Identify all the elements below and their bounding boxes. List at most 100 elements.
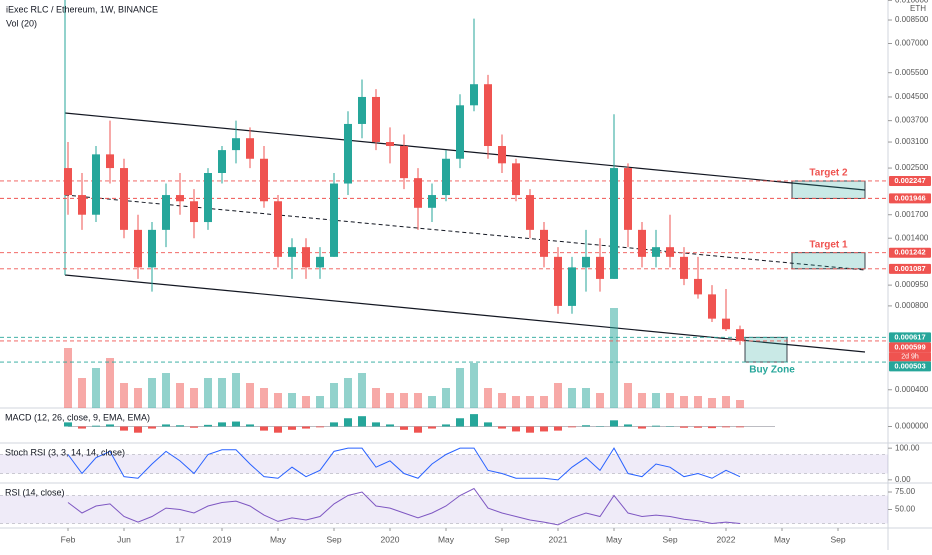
macd-bar [92, 426, 100, 427]
macd-bar [358, 416, 366, 426]
candle-body [176, 195, 184, 201]
candle-body [344, 124, 352, 184]
candle-body [694, 279, 702, 294]
x-tick-label: 2022 [717, 534, 736, 544]
candle-body [540, 230, 548, 257]
candle-body [162, 195, 170, 230]
macd-bar [246, 424, 254, 426]
macd-bar [134, 427, 142, 433]
macd-bar [582, 425, 590, 426]
macd-bar [652, 426, 660, 427]
currency: ETH [910, 4, 926, 13]
y-tick-label: 0.000400 [895, 385, 929, 394]
x-tick-label: Feb [61, 534, 76, 544]
candle-body [302, 247, 310, 267]
indicator-title: Stoch RSI (3, 3, 14, 14, close) [5, 447, 125, 457]
candle-body [526, 195, 534, 230]
volume-bar [372, 388, 380, 408]
volume-bar [92, 368, 100, 408]
candle-body [568, 267, 576, 306]
macd-bar [162, 424, 170, 426]
volume-bar [708, 398, 716, 408]
volume-bar [246, 383, 254, 408]
x-tick-label: 17 [175, 534, 185, 544]
candle-body [596, 257, 604, 279]
indicator-title: RSI (14, close) [5, 487, 65, 497]
candle-body [722, 319, 730, 330]
macd-bar [190, 427, 198, 428]
candle-body [204, 173, 212, 222]
candle-body [400, 146, 408, 178]
candle-body [736, 329, 744, 341]
indicator-tick-label: 0.00 [895, 475, 911, 484]
candle-body [260, 159, 268, 202]
volume-bar [274, 393, 282, 408]
x-tick-label: 2021 [549, 534, 568, 544]
volume-bar [442, 388, 450, 408]
candle-body [708, 294, 716, 318]
volume-bar [64, 348, 72, 408]
y-tick-label: 0.000800 [895, 301, 929, 310]
macd-bar [456, 418, 464, 426]
price-tag-label: 0.000503 [894, 361, 925, 370]
macd-bar [638, 427, 646, 429]
macd-bar [260, 427, 268, 431]
macd-bar [736, 427, 744, 428]
indicator-tick-label: 75.00 [895, 487, 916, 496]
candle-body [358, 97, 366, 124]
candle-body [64, 168, 72, 195]
candle-body [134, 230, 142, 268]
macd-bar [302, 427, 310, 429]
candle-body [288, 247, 296, 257]
volume-bar [414, 393, 422, 408]
macd-bar [414, 427, 422, 433]
price-tag-label: 0.001946 [894, 193, 925, 202]
macd-bar [148, 427, 156, 429]
chart-title: iExec RLC / Ethereum, 1W, BINANCE [6, 4, 158, 14]
volume-bar [344, 378, 352, 408]
candle-body [190, 201, 198, 222]
candle-body [638, 230, 646, 257]
macd-bar [540, 427, 548, 432]
volume-bar [680, 396, 688, 408]
candle-body [512, 163, 520, 195]
volume-bar [316, 396, 324, 408]
macd-bar [232, 422, 240, 427]
candle-body [148, 230, 156, 268]
macd-bar [78, 427, 86, 429]
candle-body [316, 257, 324, 268]
macd-bar [694, 427, 702, 428]
candle-body [92, 154, 100, 214]
volume-bar [666, 393, 674, 408]
x-tick-label: 2019 [213, 534, 232, 544]
candle-body [232, 138, 240, 150]
candle-body [470, 84, 478, 105]
volume-bar [190, 388, 198, 408]
x-tick-label: Sep [662, 534, 677, 544]
macd-bar [330, 422, 338, 426]
volume-bar [134, 388, 142, 408]
macd-bar [708, 427, 716, 429]
macd-bar [498, 427, 506, 429]
volume-bar [638, 393, 646, 408]
volume-bar [330, 383, 338, 408]
price-tag-label: 0.000617 [894, 332, 925, 341]
indicator-title: MACD (12, 26, close, 9, EMA, EMA) [5, 412, 150, 422]
volume-bar [610, 308, 618, 408]
volume-bar [148, 378, 156, 408]
macd-bar [372, 422, 380, 426]
macd-bar [470, 414, 478, 426]
volume-bar [498, 393, 506, 408]
indicator-tick-label: 100.00 [895, 443, 920, 452]
indicator-band [0, 496, 888, 524]
price-tag-label: 0.000599 [894, 342, 925, 351]
price-tag-label: 0.001242 [894, 248, 925, 257]
macd-bar [428, 427, 436, 429]
candle-body [442, 159, 450, 195]
volume-bar [428, 396, 436, 408]
y-tick-label: 0.001400 [895, 233, 929, 242]
candle-body [428, 195, 436, 208]
candle-body [218, 150, 226, 173]
macd-bar [400, 427, 408, 430]
